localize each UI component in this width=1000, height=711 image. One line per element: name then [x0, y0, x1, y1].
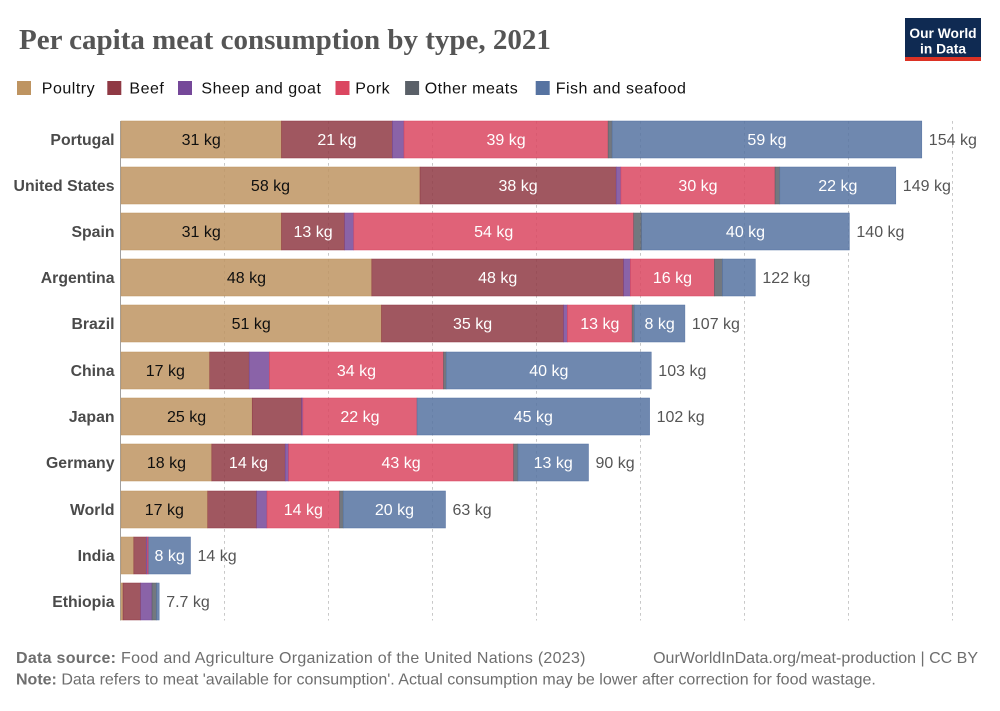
svg-text:Brazil: Brazil — [71, 316, 114, 333]
svg-text:31 kg: 31 kg — [182, 132, 221, 149]
svg-text:World: World — [70, 502, 114, 519]
svg-text:48 kg: 48 kg — [227, 270, 266, 287]
svg-text:14 kg: 14 kg — [198, 548, 237, 565]
svg-text:7.7 kg: 7.7 kg — [166, 594, 210, 611]
svg-text:13 kg: 13 kg — [294, 224, 333, 241]
svg-text:43 kg: 43 kg — [382, 455, 421, 472]
svg-text:14 kg: 14 kg — [229, 455, 268, 472]
svg-text:Per capita meat consumption by: Per capita meat consumption by type, 202… — [19, 24, 551, 56]
svg-text:31 kg: 31 kg — [182, 224, 221, 241]
svg-text:18 kg: 18 kg — [147, 455, 186, 472]
svg-text:Sheep and goat: Sheep and goat — [201, 81, 321, 98]
svg-text:140 kg: 140 kg — [856, 224, 904, 241]
svg-text:102 kg: 102 kg — [657, 409, 705, 426]
svg-text:Spain: Spain — [71, 224, 114, 241]
svg-text:13 kg: 13 kg — [580, 316, 619, 333]
svg-text:25 kg: 25 kg — [167, 409, 206, 426]
svg-text:Japan: Japan — [69, 409, 115, 426]
svg-text:38 kg: 38 kg — [499, 178, 538, 195]
svg-text:Data source: Food and Agricult: Data source: Food and Agriculture Organi… — [16, 650, 586, 667]
svg-text:Beef: Beef — [129, 81, 164, 98]
svg-text:Note: Data refers to meat 'ava: Note: Data refers to meat 'available for… — [16, 672, 876, 689]
svg-text:in Data: in Data — [920, 41, 966, 56]
svg-text:63 kg: 63 kg — [453, 502, 492, 519]
svg-text:Germany: Germany — [46, 455, 115, 472]
svg-text:8 kg: 8 kg — [644, 316, 674, 333]
svg-text:20 kg: 20 kg — [375, 502, 414, 519]
svg-text:Our World: Our World — [909, 26, 976, 41]
svg-text:35 kg: 35 kg — [453, 316, 492, 333]
svg-text:107 kg: 107 kg — [692, 316, 740, 333]
svg-text:17 kg: 17 kg — [146, 363, 185, 380]
svg-text:Portugal: Portugal — [50, 132, 114, 149]
svg-text:149 kg: 149 kg — [903, 178, 951, 195]
svg-text:40 kg: 40 kg — [529, 363, 568, 380]
svg-text:22 kg: 22 kg — [340, 409, 379, 426]
svg-text:59 kg: 59 kg — [747, 132, 786, 149]
svg-text:8 kg: 8 kg — [154, 548, 184, 565]
svg-text:30 kg: 30 kg — [678, 178, 717, 195]
svg-text:Fish and seafood: Fish and seafood — [556, 81, 687, 98]
svg-text:22 kg: 22 kg — [818, 178, 857, 195]
svg-text:OurWorldInData.org/meat-produc: OurWorldInData.org/meat-production | CC … — [653, 650, 978, 667]
svg-text:17 kg: 17 kg — [145, 502, 184, 519]
svg-text:India: India — [78, 548, 115, 565]
svg-text:51 kg: 51 kg — [232, 316, 271, 333]
svg-text:Ethiopia: Ethiopia — [52, 594, 115, 611]
svg-text:Argentina: Argentina — [41, 270, 115, 287]
svg-text:122 kg: 122 kg — [762, 270, 810, 287]
svg-text:China: China — [71, 363, 115, 380]
svg-text:103 kg: 103 kg — [658, 363, 706, 380]
svg-text:13 kg: 13 kg — [534, 455, 573, 472]
svg-text:54 kg: 54 kg — [474, 224, 513, 241]
svg-text:45 kg: 45 kg — [514, 409, 553, 426]
svg-text:58 kg: 58 kg — [251, 178, 290, 195]
svg-text:48 kg: 48 kg — [478, 270, 517, 287]
svg-text:90 kg: 90 kg — [596, 455, 635, 472]
svg-text:Poultry: Poultry — [42, 81, 95, 98]
svg-text:40 kg: 40 kg — [726, 224, 765, 241]
svg-text:34 kg: 34 kg — [337, 363, 376, 380]
svg-text:14 kg: 14 kg — [284, 502, 323, 519]
svg-text:21 kg: 21 kg — [317, 132, 356, 149]
svg-text:16 kg: 16 kg — [653, 270, 692, 287]
svg-text:Other meats: Other meats — [425, 81, 519, 98]
svg-text:154 kg: 154 kg — [929, 132, 977, 149]
svg-text:United States: United States — [14, 178, 115, 195]
svg-text:Pork: Pork — [355, 81, 390, 98]
svg-text:39 kg: 39 kg — [487, 132, 526, 149]
